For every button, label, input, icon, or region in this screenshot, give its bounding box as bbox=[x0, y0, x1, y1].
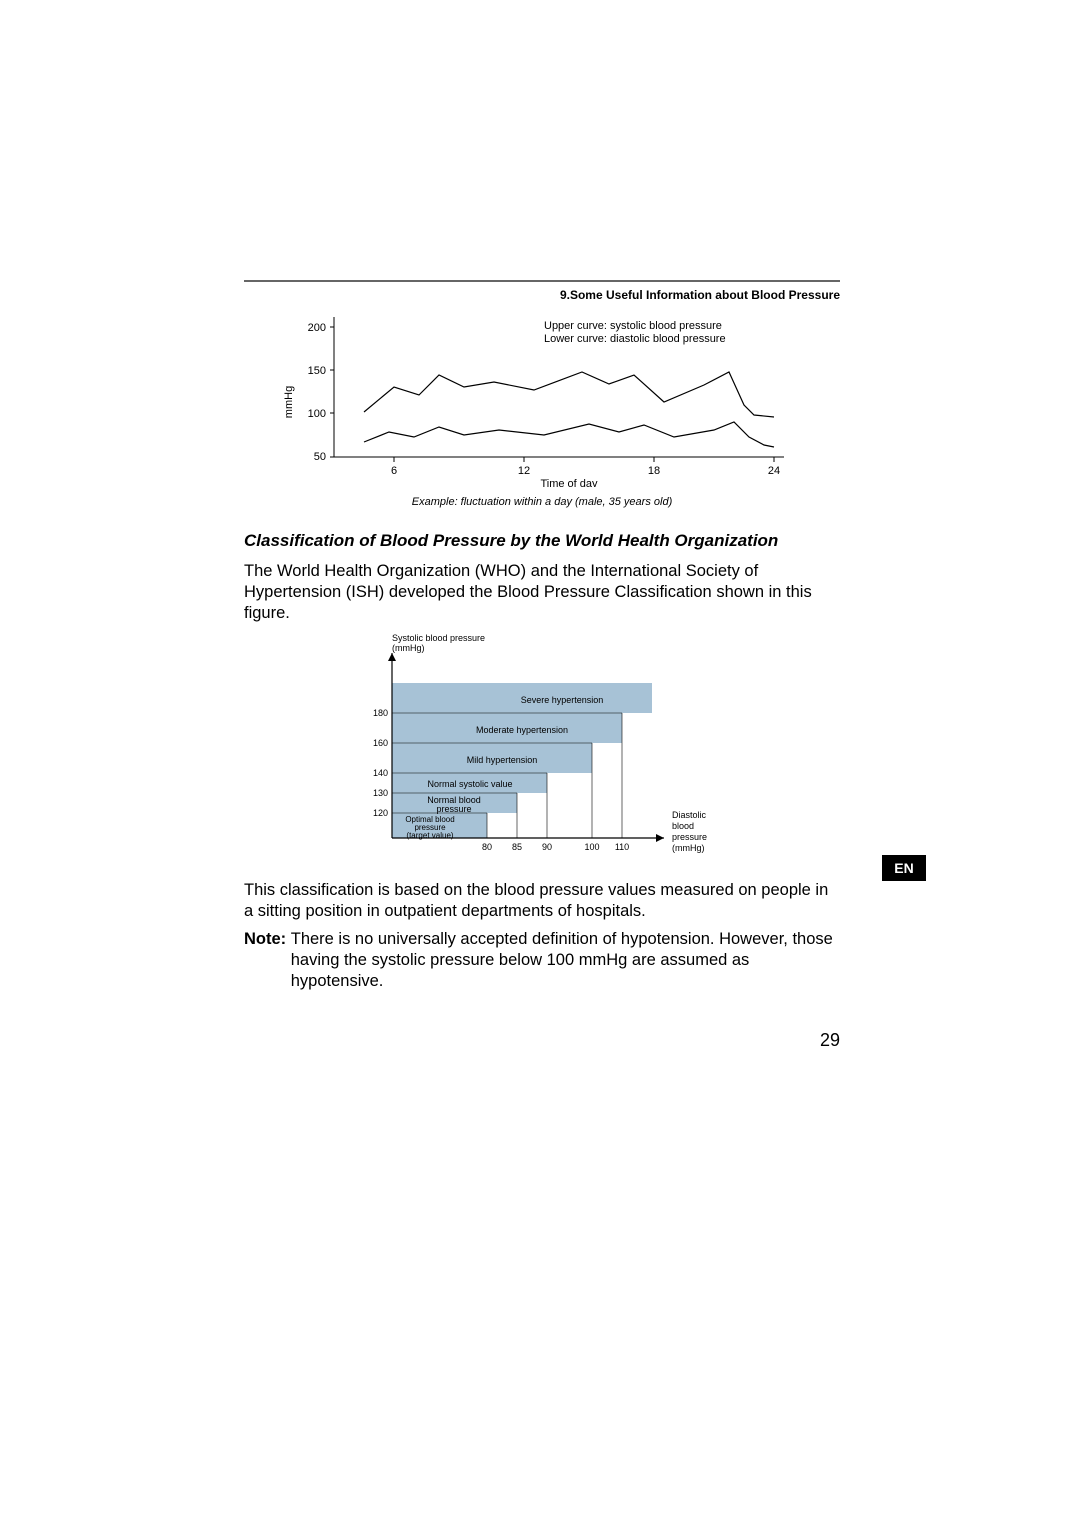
svg-text:6: 6 bbox=[391, 465, 397, 477]
svg-text:Mild hypertension: Mild hypertension bbox=[467, 755, 538, 765]
svg-text:pressure: pressure bbox=[436, 804, 471, 814]
diastolic-curve bbox=[364, 422, 774, 447]
svg-text:140: 140 bbox=[373, 768, 388, 778]
chart2-title: Systolic blood pressure bbox=[392, 633, 485, 643]
paragraph-2: This classification is based on the bloo… bbox=[244, 880, 840, 921]
chart2-title-unit: (mmHg) bbox=[392, 643, 425, 653]
section-header: 9.Some Useful Information about Blood Pr… bbox=[244, 288, 840, 302]
svg-text:Moderate hypertension: Moderate hypertension bbox=[476, 725, 568, 735]
svg-text:150: 150 bbox=[308, 365, 326, 377]
legend-lower: Lower curve: diastolic blood pressure bbox=[544, 333, 726, 345]
svg-text:Normal systolic value: Normal systolic value bbox=[427, 779, 512, 789]
svg-text:200: 200 bbox=[308, 322, 326, 334]
svg-text:100: 100 bbox=[584, 842, 599, 852]
classification-chart: Systolic blood pressure (mmHg) bbox=[362, 631, 840, 866]
x-arrow bbox=[656, 834, 664, 842]
section-title: Classification of Blood Pressure by the … bbox=[244, 530, 840, 551]
svg-text:90: 90 bbox=[542, 842, 552, 852]
svg-text:110: 110 bbox=[615, 842, 629, 852]
language-tab: EN bbox=[882, 855, 926, 881]
svg-text:180: 180 bbox=[373, 708, 388, 718]
systolic-curve bbox=[364, 372, 774, 417]
y-arrow bbox=[388, 653, 396, 661]
svg-text:80: 80 bbox=[482, 842, 492, 852]
note-label: Note: bbox=[244, 929, 291, 991]
step-chart-svg: Systolic blood pressure (mmHg) bbox=[362, 631, 762, 861]
svg-text:160: 160 bbox=[373, 738, 388, 748]
svg-text:100: 100 bbox=[308, 408, 326, 420]
svg-text:18: 18 bbox=[648, 465, 660, 477]
note-body: There is no universally accepted definit… bbox=[291, 929, 840, 991]
note: Note: There is no universally accepted d… bbox=[244, 929, 840, 991]
paragraph-1: The World Health Organization (WHO) and … bbox=[244, 561, 840, 623]
x-ticks: 6 12 18 24 bbox=[391, 457, 780, 477]
svg-text:12: 12 bbox=[518, 465, 530, 477]
chart1-plot: 200 150 100 50 6 12 18 24 Time of day Up… bbox=[308, 317, 784, 487]
header-rule bbox=[244, 280, 840, 282]
svg-text:Diastolic: Diastolic bbox=[672, 810, 707, 820]
x-axis-label: Time of day bbox=[540, 478, 598, 487]
svg-text:120: 120 bbox=[373, 808, 388, 818]
svg-text:blood: blood bbox=[672, 821, 694, 831]
y-tick-labels: 180 160 140 130 120 bbox=[373, 708, 388, 818]
fluctuation-chart: mmHg 200 150 100 50 6 12 18 24 bbox=[284, 312, 840, 492]
page-content: 9.Some Useful Information about Blood Pr… bbox=[244, 280, 840, 991]
line-chart-svg: mmHg 200 150 100 50 6 12 18 24 bbox=[284, 312, 804, 487]
x-axis-label: Diastolic blood pressure (mmHg) bbox=[672, 810, 707, 853]
svg-text:24: 24 bbox=[768, 465, 780, 477]
y-ticks: 200 150 100 50 bbox=[308, 322, 334, 463]
legend-upper: Upper curve: systolic blood pressure bbox=[544, 320, 722, 332]
page-number: 29 bbox=[820, 1030, 840, 1051]
svg-text:(target value): (target value) bbox=[406, 831, 453, 840]
svg-text:130: 130 bbox=[373, 788, 388, 798]
x-tick-labels: 80 85 90 100 110 bbox=[482, 842, 629, 852]
chart1-caption: Example: fluctuation within a day (male,… bbox=[244, 496, 840, 508]
svg-text:85: 85 bbox=[512, 842, 522, 852]
chart2-plot: 180 160 140 130 120 80 85 90 100 110 Dia… bbox=[373, 653, 707, 853]
svg-text:pressure: pressure bbox=[672, 832, 707, 842]
svg-text:Severe hypertension: Severe hypertension bbox=[521, 695, 604, 705]
svg-text:50: 50 bbox=[314, 451, 326, 463]
svg-text:(mmHg): (mmHg) bbox=[672, 843, 705, 853]
y-axis-label: mmHg bbox=[284, 386, 295, 418]
